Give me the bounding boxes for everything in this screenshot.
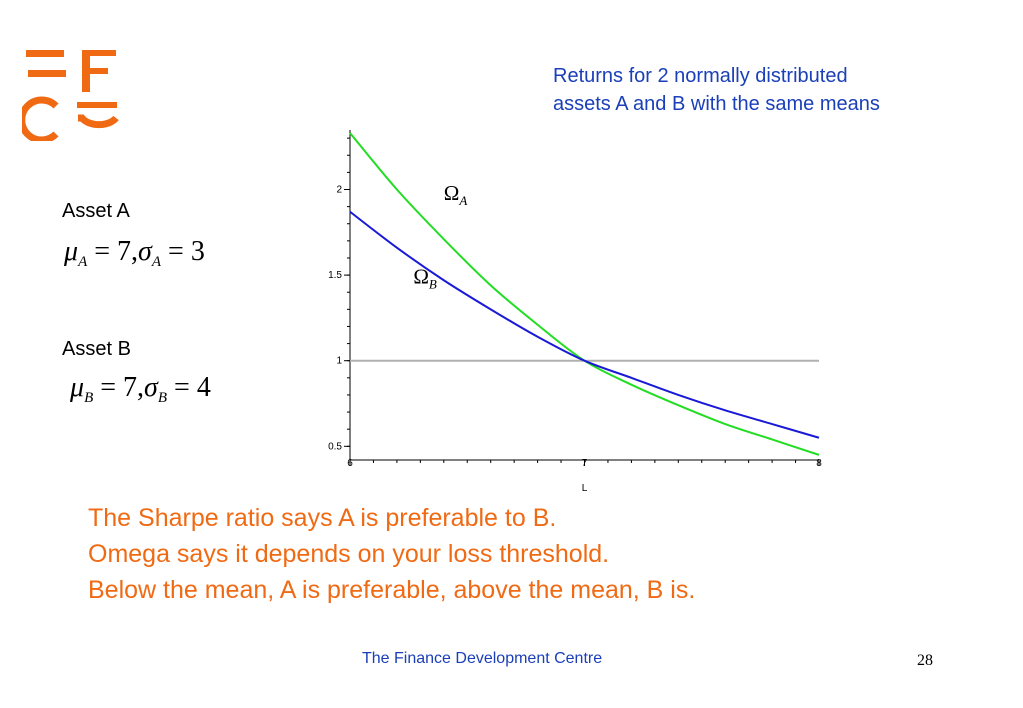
x-tick-label: 7 [582,458,588,469]
asset-b-mu-value: 7 [123,372,138,403]
chart-title: Returns for 2 normally distributed asset… [553,62,993,118]
y-tick-label: 2 [336,184,342,195]
x-tick-label: 6 [347,458,353,469]
asset-b-formula: μB = 7,σB = 4 [70,372,211,406]
y-tick-label: 1.5 [328,270,342,281]
series-label-omega-b: ΩB [413,265,437,292]
y-tick-label: 0.5 [328,441,342,452]
series-label-sub: A [458,193,467,208]
conclusion-line-2: Omega says it depends on your loss thres… [88,540,610,568]
page-number: 28 [917,652,933,669]
x-tick-label: 8 [816,458,822,469]
asset-b-sigma-symbol: σ [144,372,158,403]
asset-b-mu-symbol: μ [70,372,85,403]
asset-b-sigma-sub: B [157,390,168,406]
asset-b-mu-sub: B [84,390,94,406]
conclusion-line-1: The Sharpe ratio says A is preferable to… [88,504,557,532]
conclusion-line-3: Below the mean, A is preferable, above t… [88,576,696,604]
asset-a-mu-symbol: μ [64,236,79,267]
asset-a-mu-value: 7 [117,236,132,267]
y-tick-label: 1 [336,356,342,367]
asset-a-label: Asset A [62,200,130,222]
omega-chart: 0.5 1 1.5 2 6 7 8 ΩA ΩB L [328,130,822,494]
series-omega-b-line [349,210,820,439]
asset-a-sigma-value: 3 [190,236,205,267]
footer-organization: The Finance Development Centre [362,650,603,667]
series-label-sub: B [429,277,437,292]
asset-b-sigma-value: 4 [196,372,211,403]
asset-a-formula: μA = 7,σA = 3 [64,236,205,270]
chart-title-line-1: Returns for 2 normally distributed [553,65,848,87]
fdc-logo [22,50,119,141]
series-label-omega-a: ΩA [444,181,468,208]
chart-title-line-2: assets A and B with the same means [553,93,880,115]
asset-a-mu-sub: A [78,254,88,270]
x-axis-label: L [582,483,588,494]
x-ticks: 6 7 8 [347,458,822,469]
asset-a-sigma-sub: A [151,254,162,270]
y-ticks: 0.5 1 1.5 2 [328,184,350,452]
series-omega-a-line [349,132,820,456]
asset-b-label: Asset B [62,338,131,360]
conclusion-text: The Sharpe ratio says A is preferable to… [88,500,695,608]
asset-a-sigma-symbol: σ [138,236,152,267]
